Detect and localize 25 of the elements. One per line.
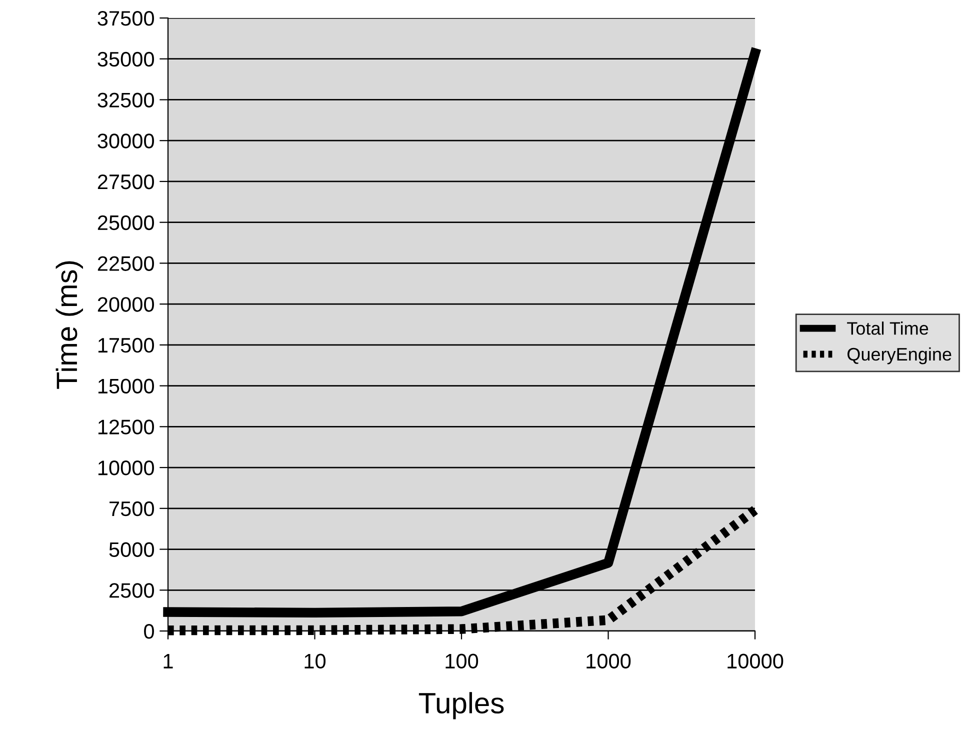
y-axis-title: Time (ms) xyxy=(56,261,83,389)
y-tick-label: 0 xyxy=(144,624,154,639)
y-tick-label: 17500 xyxy=(98,338,154,353)
y-tick-label: 10000 xyxy=(98,460,154,476)
y-tick-label: 5000 xyxy=(109,542,154,558)
x-tick-label: 10 xyxy=(304,654,326,669)
y-tick-label: 32500 xyxy=(98,92,154,108)
y-tick-label: 37500 xyxy=(98,11,154,26)
y-tick-label: 30000 xyxy=(98,134,154,148)
y-tick-label: 7500 xyxy=(110,501,154,516)
x-tick-label: 100 xyxy=(446,654,478,669)
legend-label: QueryEngine xyxy=(848,347,952,364)
y-tick-label: 25000 xyxy=(98,215,154,230)
y-tick-label: 15000 xyxy=(98,378,154,394)
y-tick-label: 2500 xyxy=(110,583,154,598)
y-tick-label: 12500 xyxy=(98,420,154,434)
y-tick-label: 22500 xyxy=(98,256,154,271)
y-tick-label: 27500 xyxy=(98,174,154,190)
y-tick-label: 20000 xyxy=(98,297,154,312)
y-tick-label: 35000 xyxy=(98,52,154,67)
x-tick-label: 10000 xyxy=(728,654,784,669)
x-tick-label: 1 xyxy=(164,654,173,668)
x-axis-title: Tuples xyxy=(418,692,504,720)
x-tick-label: 1000 xyxy=(586,654,631,669)
legend-label: Total Time xyxy=(847,322,928,335)
